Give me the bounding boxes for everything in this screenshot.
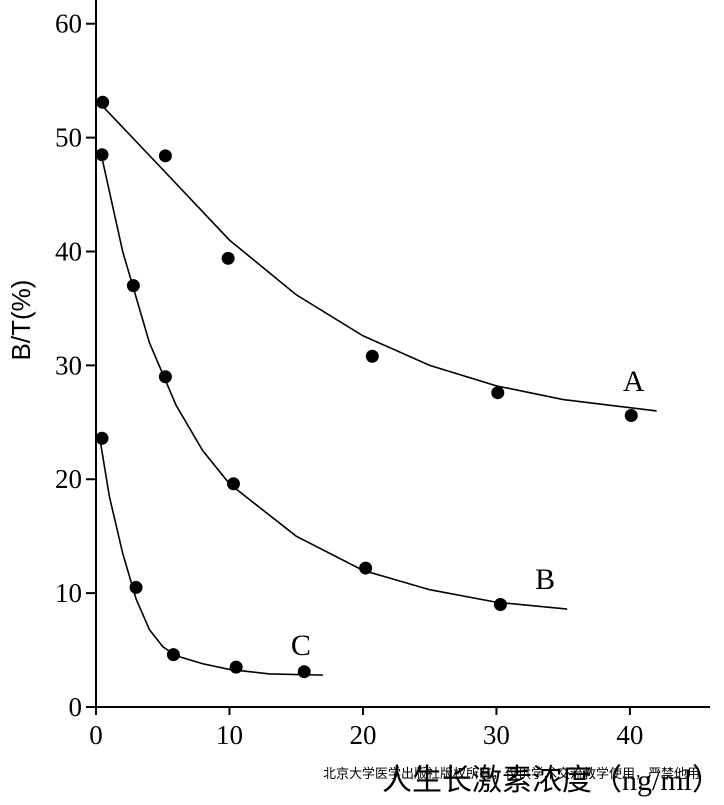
x-tick-label: 30: [483, 720, 510, 750]
data-point: [96, 95, 110, 109]
data-point: [166, 648, 180, 662]
data-point: [624, 408, 638, 422]
data-point: [297, 665, 311, 679]
data-point: [359, 561, 373, 575]
data-point: [226, 477, 240, 491]
data-point: [221, 251, 235, 265]
y-tick-label: 30: [55, 350, 82, 380]
data-point: [95, 148, 109, 162]
series-label: A: [623, 365, 645, 398]
data-point: [229, 660, 243, 674]
x-tick-label: 10: [216, 720, 243, 750]
x-tick-label: 20: [349, 720, 376, 750]
data-point: [491, 386, 505, 400]
y-axis-title: B/T(%): [6, 280, 36, 361]
y-tick-label: 40: [55, 236, 82, 266]
data-point: [95, 431, 109, 445]
data-point: [129, 580, 143, 594]
y-tick-label: 10: [55, 578, 82, 608]
x-axis-title: 人生长激素浓度（ng/ml）: [382, 764, 722, 797]
data-point: [126, 279, 140, 293]
y-tick-label: 60: [55, 9, 82, 39]
data-point: [158, 370, 172, 384]
watermark: 北京大学医学出版社版权所有，仅供学术交流教学使用，严禁他用: [323, 766, 700, 782]
series-label: B: [535, 563, 555, 596]
y-tick-label: 50: [55, 123, 82, 153]
data-point: [365, 349, 379, 363]
fit-curve: [99, 102, 657, 412]
y-tick-label: 0: [69, 692, 83, 722]
data-point: [158, 149, 172, 163]
x-tick-label: 40: [616, 720, 643, 750]
fit-curve: [99, 439, 323, 676]
x-tick-label: 0: [89, 720, 103, 750]
series-label: C: [291, 629, 311, 662]
data-point: [493, 598, 507, 612]
y-tick-label: 20: [55, 464, 82, 494]
